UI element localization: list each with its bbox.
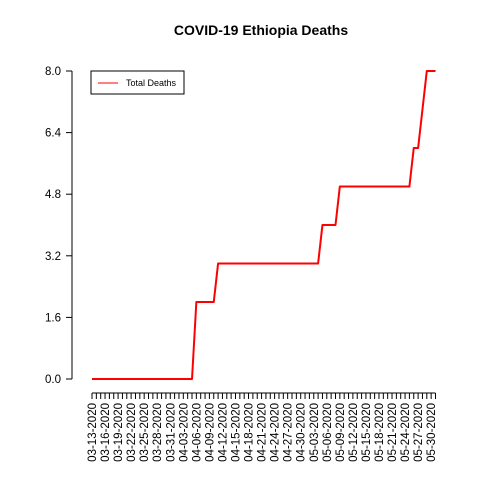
y-tick-label: 4.8 — [45, 189, 61, 201]
legend: Total Deaths — [90, 70, 185, 95]
x-tick-label: 04-06-2020 — [191, 403, 203, 462]
x-tick-label: 03-22-2020 — [126, 403, 138, 462]
x-tick-label: 04-27-2020 — [283, 403, 295, 462]
x-tick-label: 04-18-2020 — [244, 403, 256, 462]
x-tick-label: 05-30-2020 — [426, 403, 438, 462]
x-tick-label: 04-15-2020 — [230, 403, 242, 462]
x-tick-label: 05-15-2020 — [361, 403, 373, 462]
x-tick-label: 05-24-2020 — [400, 403, 412, 462]
x-tick-label: 05-27-2020 — [413, 403, 425, 462]
x-tick-label: 05-21-2020 — [387, 403, 399, 462]
x-tick-label: 03-13-2020 — [87, 403, 99, 462]
y-tick-label: 0.0 — [45, 374, 61, 386]
x-tick-label: 05-09-2020 — [335, 403, 347, 462]
x-tick-label: 03-16-2020 — [100, 403, 112, 462]
y-tick-label: 8.0 — [45, 66, 61, 78]
x-tick-label: 05-03-2020 — [309, 403, 321, 462]
x-tick-label: 03-19-2020 — [113, 403, 125, 462]
legend-label: Total Deaths — [126, 78, 177, 88]
x-tick-label: 05-06-2020 — [322, 403, 334, 462]
y-tick-label: 3.2 — [45, 251, 61, 263]
x-tick-label: 04-12-2020 — [217, 403, 229, 462]
x-tick-label: 03-25-2020 — [139, 403, 151, 462]
y-tick-label: 6.4 — [45, 128, 62, 140]
x-tick-label: 03-31-2020 — [165, 403, 177, 462]
x-tick-label: 04-03-2020 — [178, 403, 190, 462]
legend-box — [90, 70, 185, 95]
y-axis: 0.0 1.6 3.2 4.8 6.4 8.0 — [45, 66, 73, 386]
x-tick-label: 03-28-2020 — [152, 403, 164, 462]
chart-title: COVID-19 Ethiopia Deaths — [174, 22, 348, 38]
series-layer — [92, 70, 436, 380]
x-tick-label: 05-18-2020 — [374, 403, 386, 462]
x-tick-label: 04-24-2020 — [270, 403, 282, 462]
x-tick-label: 04-30-2020 — [296, 403, 308, 462]
y-tick-label: 1.6 — [45, 312, 61, 324]
series-line-total-deaths — [92, 70, 436, 380]
x-tick-label: 05-12-2020 — [348, 403, 360, 462]
x-tick-label: 04-21-2020 — [257, 403, 269, 462]
x-axis: 03-13-2020 03-16-2020 03-19-2020 03-22-2020… — [87, 392, 438, 462]
x-tick-label: 04-09-2020 — [204, 403, 216, 462]
